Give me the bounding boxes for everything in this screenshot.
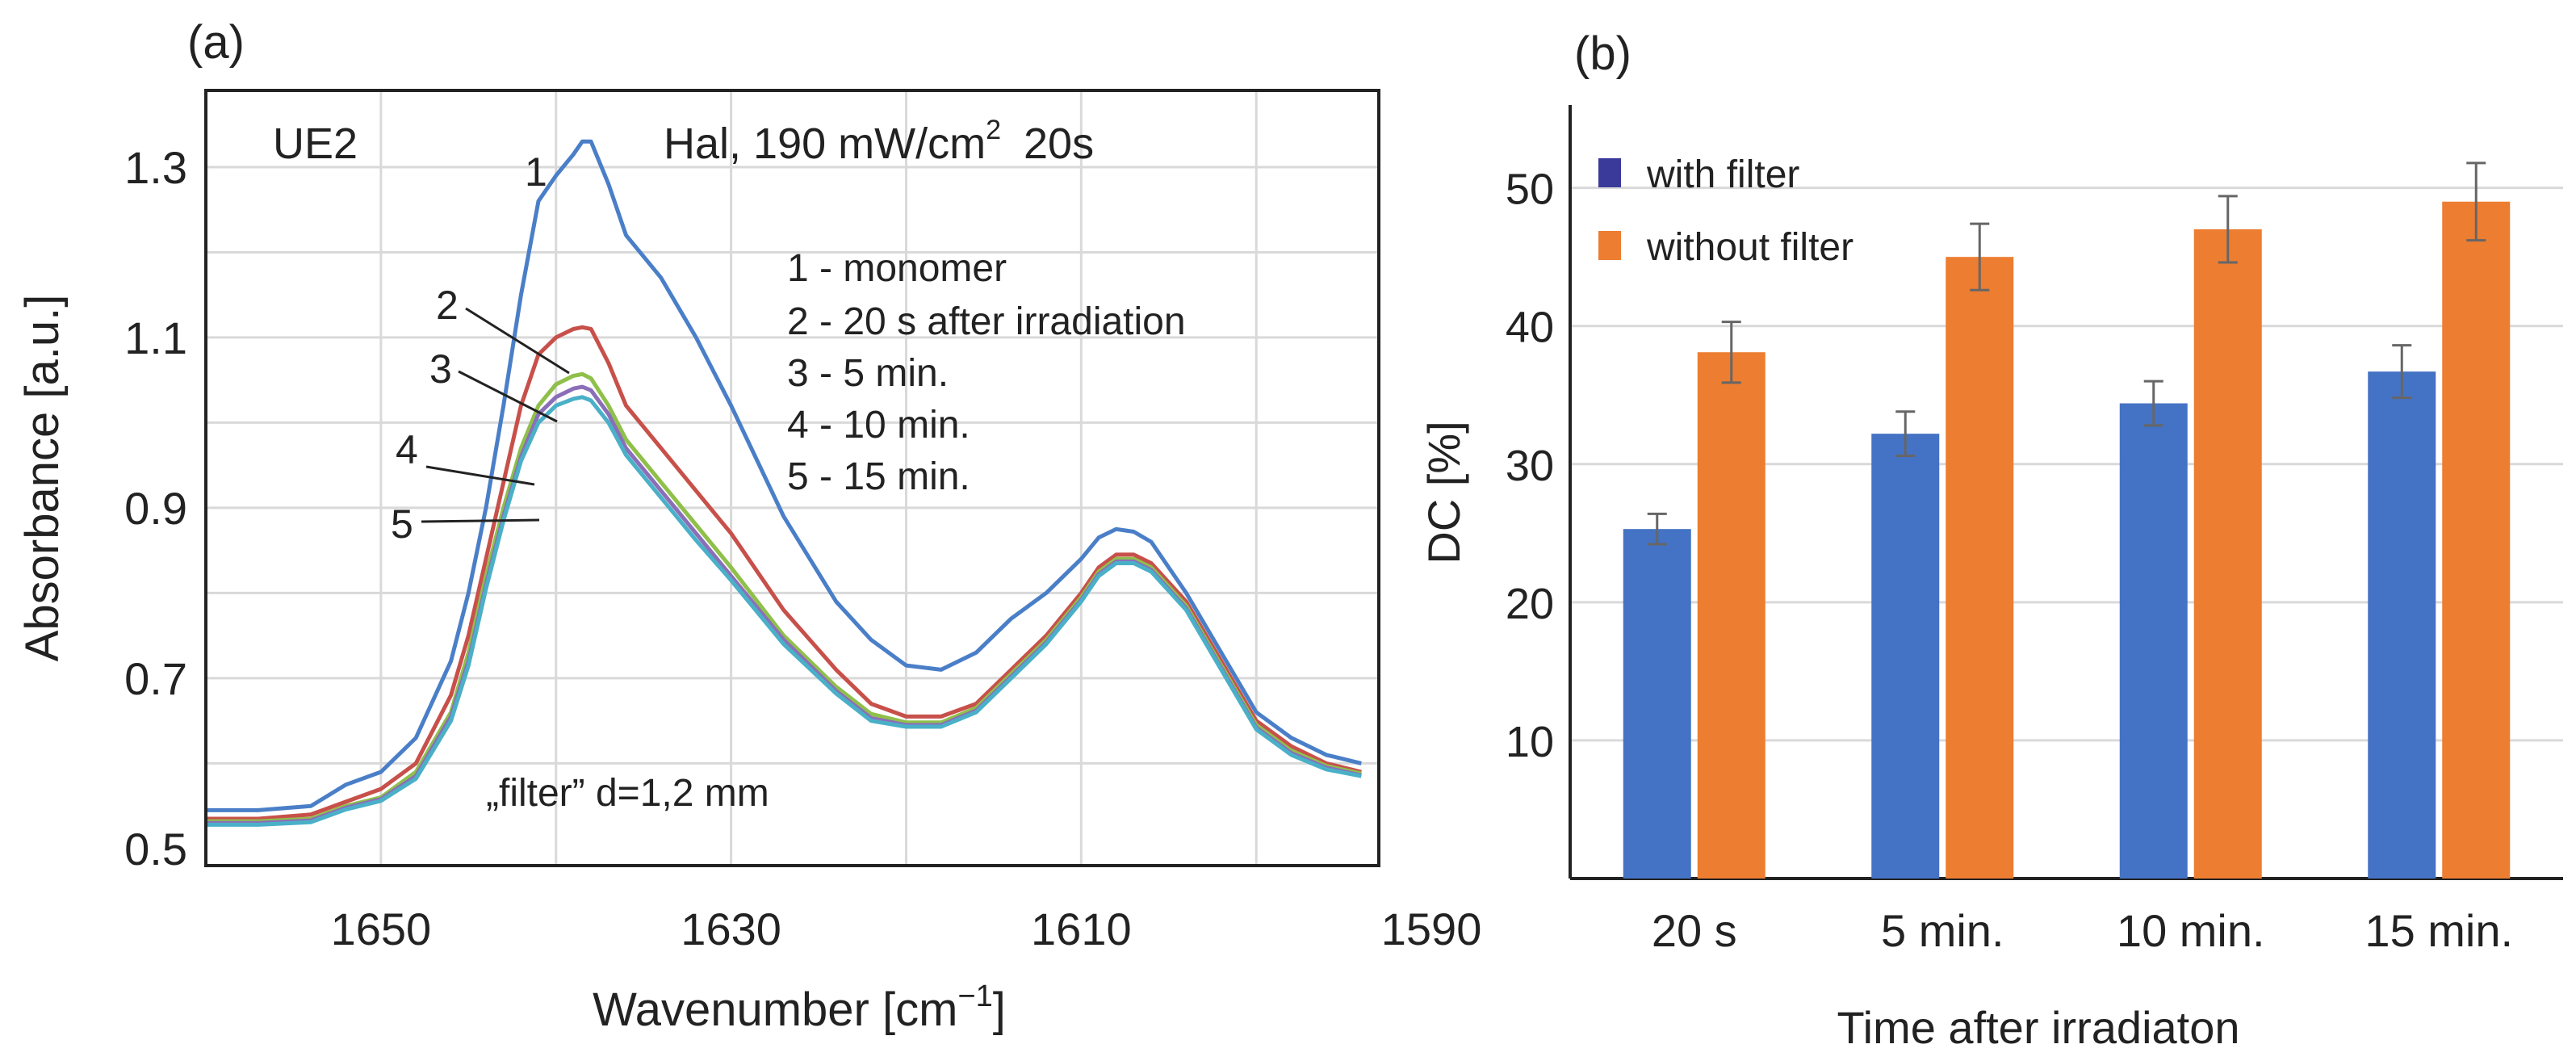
curve-label-4: 4	[396, 427, 418, 472]
panel-a-y-tick-labels: 0.5 0.7 0.9 1.1 1.3	[124, 142, 187, 874]
y-tick-label: 40	[1506, 304, 1554, 352]
legend-line-4: 4 - 10 min.	[787, 404, 970, 447]
panel-a-label: (a)	[187, 16, 245, 69]
panel-b-legend: with filter without filter	[1598, 153, 1853, 269]
x-tick-label: 1590	[1381, 904, 1482, 954]
curve-label-5: 5	[391, 501, 413, 547]
y-tick-label: 0.9	[124, 483, 187, 534]
y-tick-label: 10	[1506, 718, 1554, 766]
x-tick-label: 1650	[331, 904, 432, 954]
panel-b-category-labels: 20 s 5 min. 10 min. 15 min.	[1652, 905, 2513, 956]
legend-line-5: 5 - 15 min.	[787, 455, 970, 498]
title-main: Hal, 190 mW/cm	[664, 120, 986, 168]
y-tick-label: 30	[1506, 442, 1554, 490]
panel-a-title: Hal, 190 mW/cm2 20s	[664, 115, 1094, 168]
x-axis-label-main: Wavenumber [cm	[593, 983, 957, 1036]
y-tick-label: 1.1	[124, 312, 187, 363]
x-axis-label-superscript: −1	[957, 979, 992, 1013]
bar-without-filter	[2442, 201, 2511, 879]
bar-with-filter	[1871, 434, 1940, 879]
curve-label-2: 2	[436, 283, 459, 328]
panel-a-curve-callouts: 1 2 3 4 5	[391, 149, 570, 547]
y-tick-label: 1.3	[124, 142, 187, 193]
panel-a-x-axis-label: Wavenumber [cm−1]	[593, 979, 1006, 1036]
panel-b-bars	[1623, 161, 2511, 879]
panel-a-legend-text: 1 - monomer 2 - 20 s after irradiation 3…	[787, 247, 1186, 498]
series-line-1	[206, 139, 1362, 812]
legend-label-with-filter: with filter	[1646, 153, 1799, 196]
panel-a-series-lines	[206, 139, 1362, 827]
bar-without-filter	[1697, 352, 1766, 879]
legend-line-2: 2 - 20 s after irradiation	[787, 300, 1186, 343]
legend-line-3: 3 - 5 min.	[787, 352, 949, 395]
category-label: 5 min.	[1881, 905, 2004, 956]
bar-with-filter	[2119, 403, 2188, 879]
bar-with-filter	[1623, 529, 1691, 879]
panel-a-annotation: „filter” d=1,2 mm	[486, 772, 769, 815]
curve-label-3: 3	[429, 346, 452, 392]
category-label: 20 s	[1652, 905, 1737, 956]
title-superscript: 2	[986, 115, 1001, 145]
bar-without-filter	[2193, 229, 2262, 879]
panel-a-y-axis-label: Absorbance [a.u.]	[16, 295, 69, 662]
panel-a-plot-frame	[204, 89, 1380, 867]
panel-a-spectra-chart: (a) 0.5 0.7 0.9 1.1 1.3 1650 1630 1610 1590 Abs…	[16, 16, 1481, 1036]
legend-swatch-without-filter	[1598, 231, 1621, 260]
y-tick-label: 0.5	[124, 824, 187, 874]
curve-pointer-2	[465, 307, 570, 375]
legend-swatch-with-filter	[1598, 158, 1621, 187]
title-tail: 20s	[1024, 120, 1094, 168]
x-axis-label-close: ]	[993, 983, 1006, 1036]
x-tick-label: 1610	[1031, 904, 1132, 954]
x-tick-label: 1630	[681, 904, 781, 954]
legend-label-without-filter: without filter	[1646, 226, 1853, 269]
bar-without-filter	[1946, 257, 2014, 879]
panel-a-x-tick-labels: 1650 1630 1610 1590	[331, 904, 1482, 954]
legend-line-1: 1 - monomer	[787, 247, 1007, 290]
y-tick-label: 0.7	[124, 653, 187, 704]
curve-pointer-4	[425, 465, 535, 486]
panel-b-y-axis-label: DC [%]	[1418, 421, 1469, 564]
series-line-2	[206, 325, 1362, 821]
curve-pointer-5	[421, 518, 540, 523]
category-label: 15 min.	[2364, 905, 2513, 956]
bar-with-filter	[2368, 371, 2436, 879]
y-tick-label: 50	[1506, 166, 1554, 214]
curve-label-1: 1	[525, 149, 547, 195]
panel-a-grid	[206, 90, 1379, 866]
curve-pointer-3	[458, 370, 558, 423]
series-line-5	[206, 395, 1362, 827]
category-label: 10 min.	[2117, 905, 2265, 956]
panel-a-corner-label: UE2	[273, 120, 358, 168]
panel-b-x-axis-label: Time after irradiaton	[1837, 1002, 2240, 1053]
y-tick-label: 20	[1506, 580, 1554, 628]
panel-b-label: (b)	[1574, 27, 1631, 80]
panel-b-y-tick-labels: 10 20 30 40 50	[1506, 166, 1554, 766]
